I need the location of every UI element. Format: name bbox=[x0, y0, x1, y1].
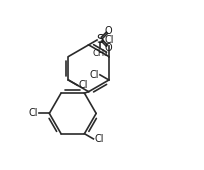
Text: Cl: Cl bbox=[89, 70, 99, 80]
Text: O: O bbox=[105, 42, 113, 53]
Text: Cl: Cl bbox=[78, 80, 88, 90]
Text: Cl: Cl bbox=[104, 35, 114, 45]
Text: Cl: Cl bbox=[29, 108, 38, 118]
Text: Cl: Cl bbox=[94, 134, 104, 144]
Text: S: S bbox=[96, 33, 104, 46]
Text: CH₃: CH₃ bbox=[92, 49, 108, 58]
Text: O: O bbox=[105, 26, 113, 36]
